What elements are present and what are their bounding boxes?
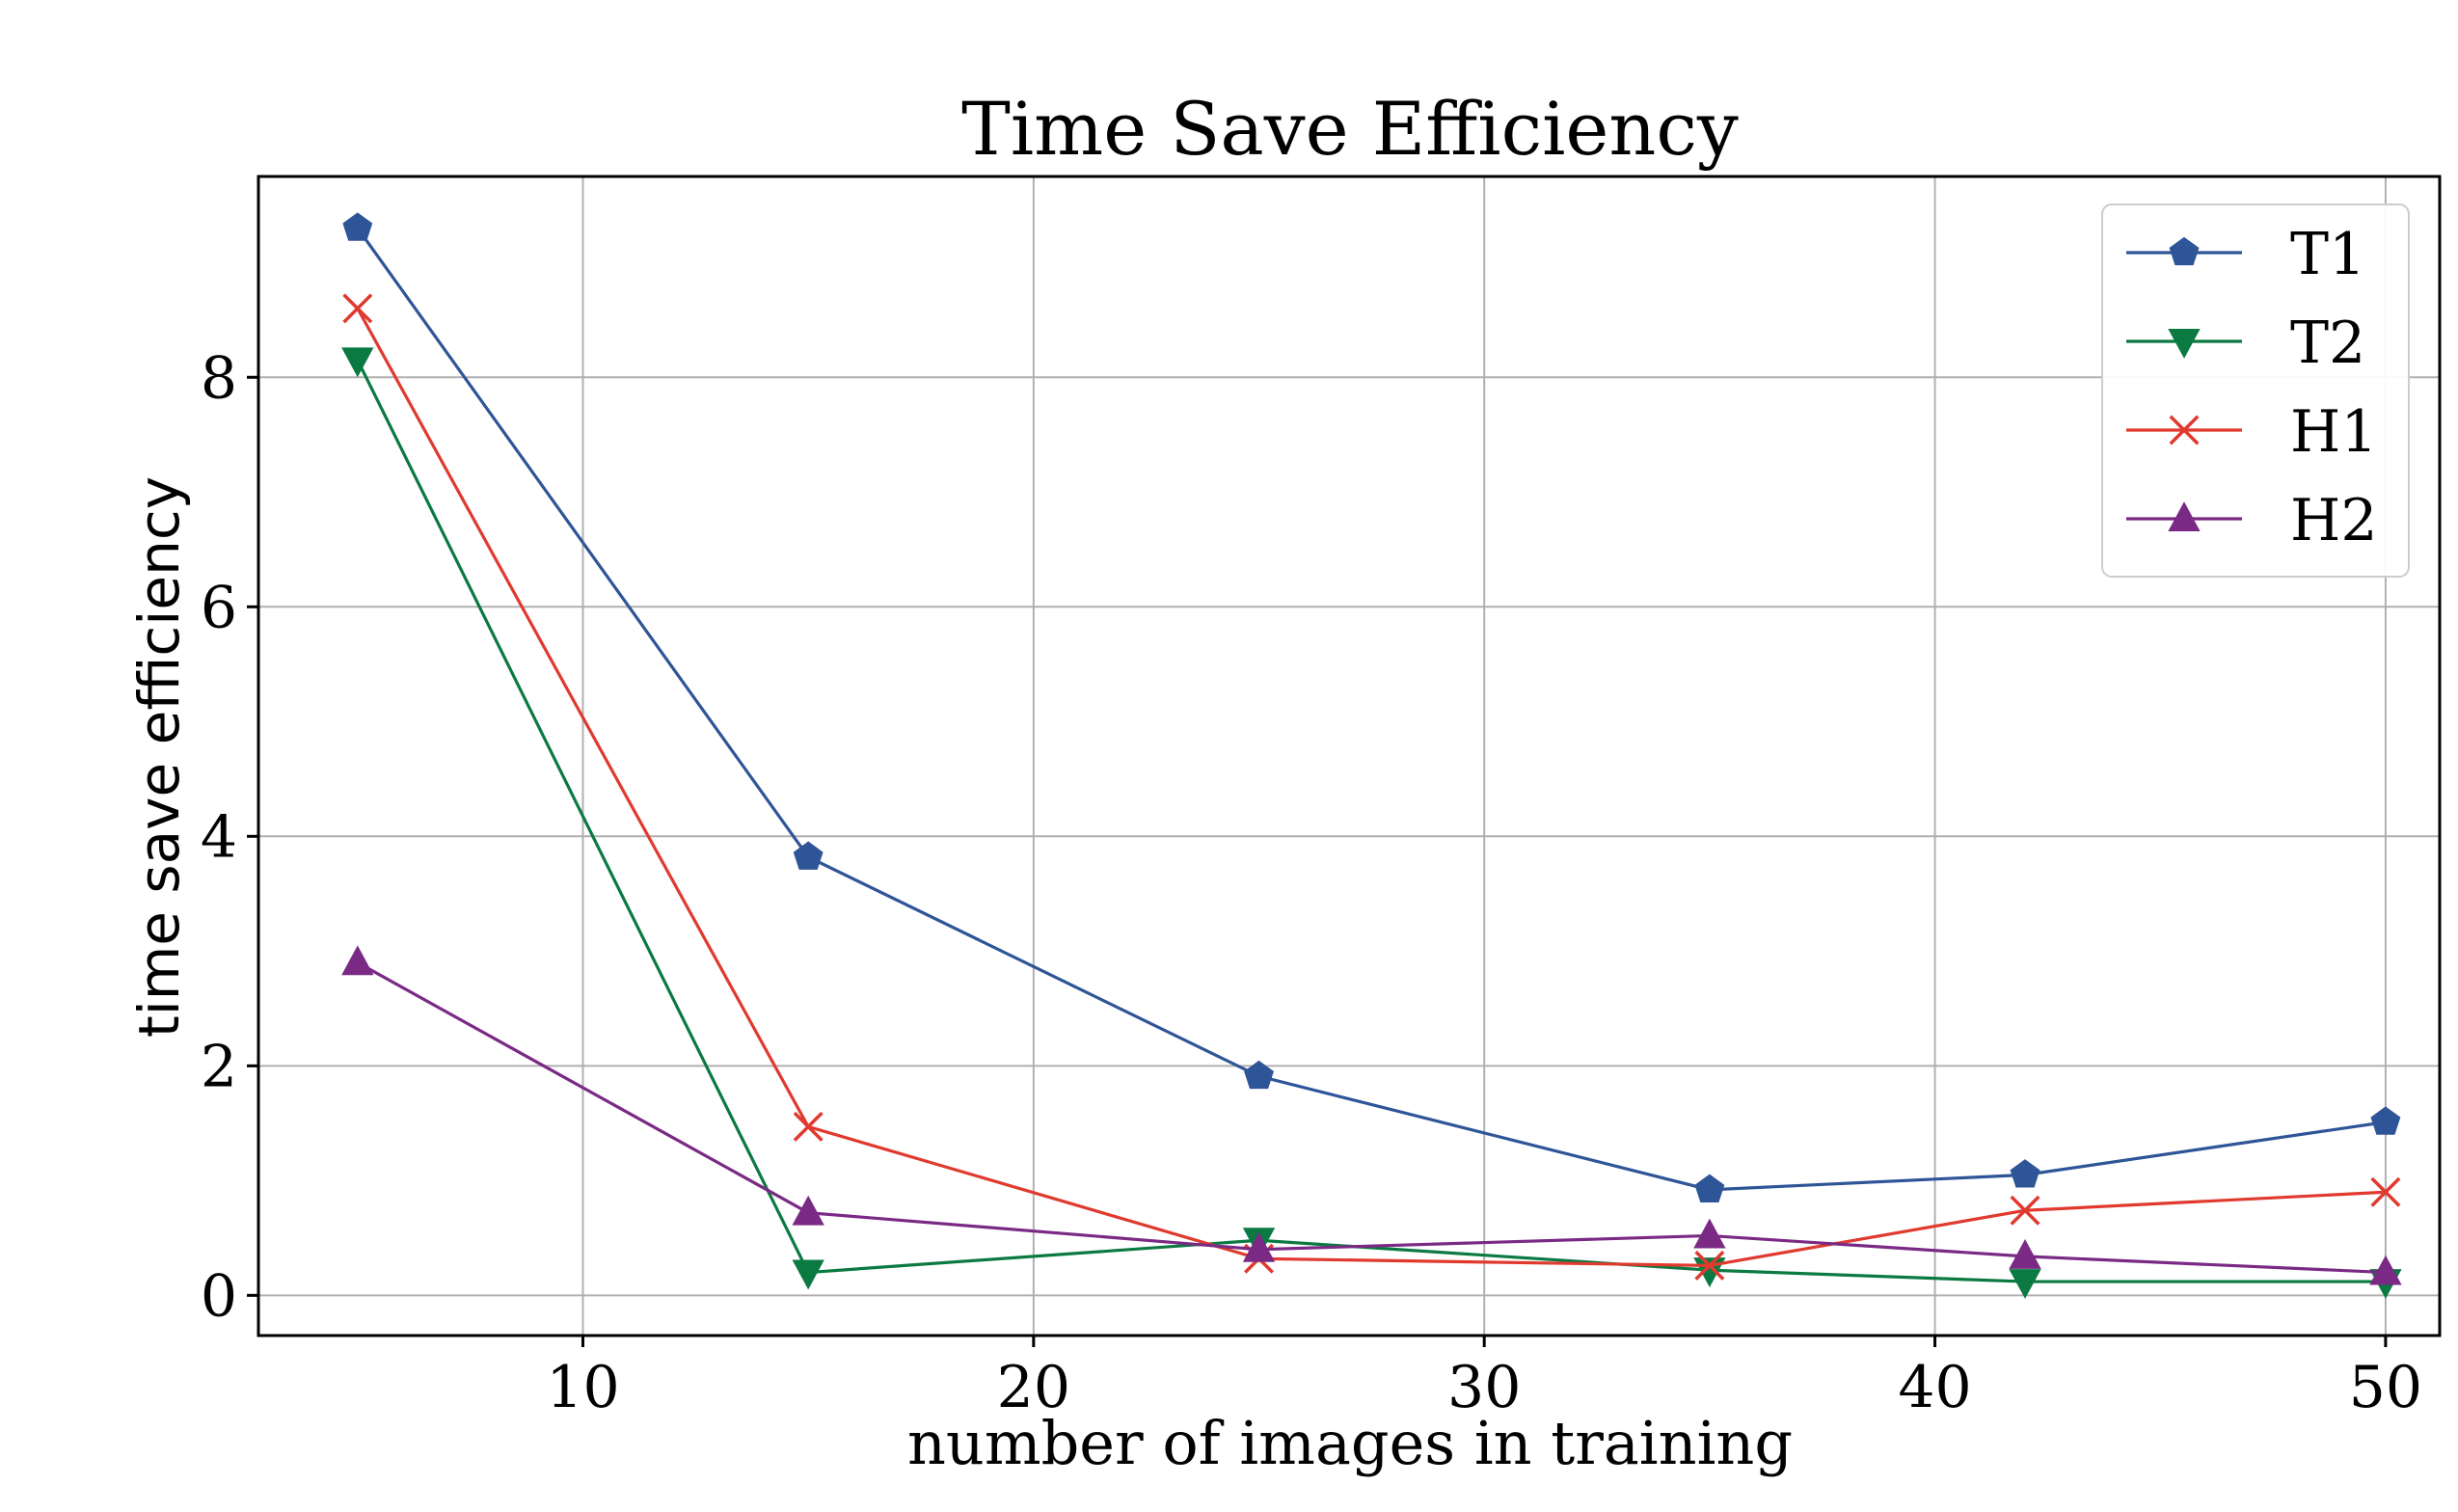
series-line-t1 [356,227,2387,1192]
y-axis-label: time save efficiency [126,476,192,1038]
x-axis-label: number of images in training [907,1408,1793,1478]
data-point-h2 [2009,1239,2041,1269]
data-point-h2 [1242,1231,1276,1262]
series-h2 [341,945,2402,1285]
x-tick-label: 30 [1447,1354,1521,1421]
chart-title: Time Save Efficiency [961,86,1739,172]
data-point-h2 [2369,1255,2402,1285]
legend-item-h1: H1 [2126,398,2378,466]
data-point-t2 [792,1259,824,1290]
y-tick-label: 2 [201,1033,237,1100]
legend-label: T2 [2290,310,2365,377]
data-point-t1 [2370,1106,2401,1135]
series-line-h1 [356,308,2387,1268]
legend-swatch-marker [2168,329,2201,359]
data-point-t2 [2009,1269,2041,1299]
legend-item-h2: H2 [2126,487,2378,554]
legend-item-t2: T2 [2126,310,2365,377]
legend-label: T1 [2290,221,2365,288]
series-layer [341,212,2402,1299]
data-point-h2 [792,1195,824,1226]
data-point-h1 [1694,1250,1725,1281]
data-point-h2 [1693,1218,1726,1249]
data-point-h1 [793,1111,824,1142]
x-tick-label: 40 [1898,1354,1971,1421]
y-tick-label: 0 [201,1262,237,1330]
data-point-t1 [793,841,824,870]
data-point-h1 [2010,1195,2040,1226]
y-tick-label: 8 [201,344,237,412]
x-tick-label: 50 [2349,1354,2422,1421]
grid [258,176,2440,1336]
data-point-t1 [342,212,373,241]
series-line-h2 [357,960,2386,1275]
series-line-t2 [356,359,2386,1283]
data-point-h1 [2370,1176,2401,1207]
legend-label: H2 [2290,487,2378,554]
data-point-t1 [1694,1174,1725,1202]
series-h1 [342,293,2401,1281]
legend-swatch-marker [2168,501,2201,531]
data-point-t2 [341,347,374,378]
data-point-t1 [2010,1159,2040,1188]
data-point-h1 [342,293,373,324]
data-point-t1 [1244,1060,1274,1090]
x-tick-label: 20 [997,1354,1070,1421]
legend: T1 T2 H1 H2 [2101,203,2410,578]
axes: 10 20 30 40 50 0 2 4 6 8 [201,175,2442,1421]
legend-swatch-marker [2169,415,2200,446]
legend-label: H1 [2290,398,2378,466]
y-tick-label: 4 [201,803,237,871]
plot-frame [257,175,2442,1337]
data-point-h2 [341,945,374,976]
legend-item-t1: T1 [2126,221,2365,288]
y-tick-label: 6 [201,574,237,641]
series-t1 [342,212,2401,1202]
x-tick-label: 10 [546,1354,619,1421]
legend-box [2101,203,2410,578]
legend-swatch-marker [2169,236,2200,266]
